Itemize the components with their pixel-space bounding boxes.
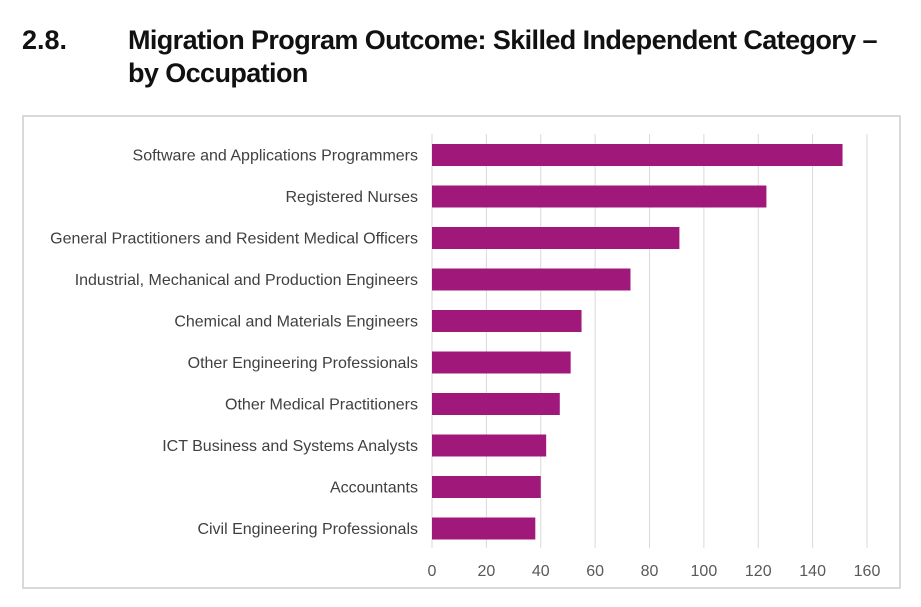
x-tick-label: 0 bbox=[428, 563, 437, 580]
category-label: Other Medical Practitioners bbox=[225, 397, 418, 414]
x-tick-label: 80 bbox=[641, 563, 659, 580]
x-tick-label: 20 bbox=[477, 563, 495, 580]
x-tick-label: 140 bbox=[799, 563, 826, 580]
x-tick-label: 40 bbox=[532, 563, 550, 580]
category-label: Other Engineering Professionals bbox=[188, 355, 418, 372]
bar bbox=[432, 517, 536, 540]
bars bbox=[432, 144, 843, 540]
bar bbox=[432, 351, 571, 374]
x-tick-label: 60 bbox=[586, 563, 604, 580]
x-tick-label: 160 bbox=[854, 563, 881, 580]
bar bbox=[432, 476, 541, 498]
x-tick-labels: 0 20 40 60 80 100 120 140 160 bbox=[428, 563, 881, 580]
bar bbox=[432, 268, 631, 291]
category-label: Chemical and Materials Engineers bbox=[174, 314, 418, 331]
category-labels: Software and Applications Programmers Reg… bbox=[50, 148, 418, 539]
category-label: Accountants bbox=[330, 480, 418, 497]
category-label: Registered Nurses bbox=[286, 189, 419, 206]
category-label: Civil Engineering Professionals bbox=[197, 521, 418, 538]
x-tick-label: 100 bbox=[691, 563, 718, 580]
category-label: ICT Business and Systems Analysts bbox=[162, 438, 418, 455]
category-label: Industrial, Mechanical and Production En… bbox=[75, 272, 418, 289]
bar bbox=[432, 227, 680, 249]
bar bbox=[432, 434, 547, 457]
bar bbox=[432, 310, 582, 332]
category-label: Software and Applications Programmers bbox=[133, 148, 418, 165]
x-tick-label: 120 bbox=[745, 563, 772, 580]
section-number: 2.8. bbox=[22, 25, 68, 55]
bar bbox=[432, 393, 560, 415]
bar bbox=[432, 185, 767, 208]
bar bbox=[432, 144, 843, 166]
category-label: General Practitioners and Resident Medic… bbox=[50, 231, 418, 248]
chart-title: Migration Program Outcome: Skilled Indep… bbox=[128, 25, 878, 88]
